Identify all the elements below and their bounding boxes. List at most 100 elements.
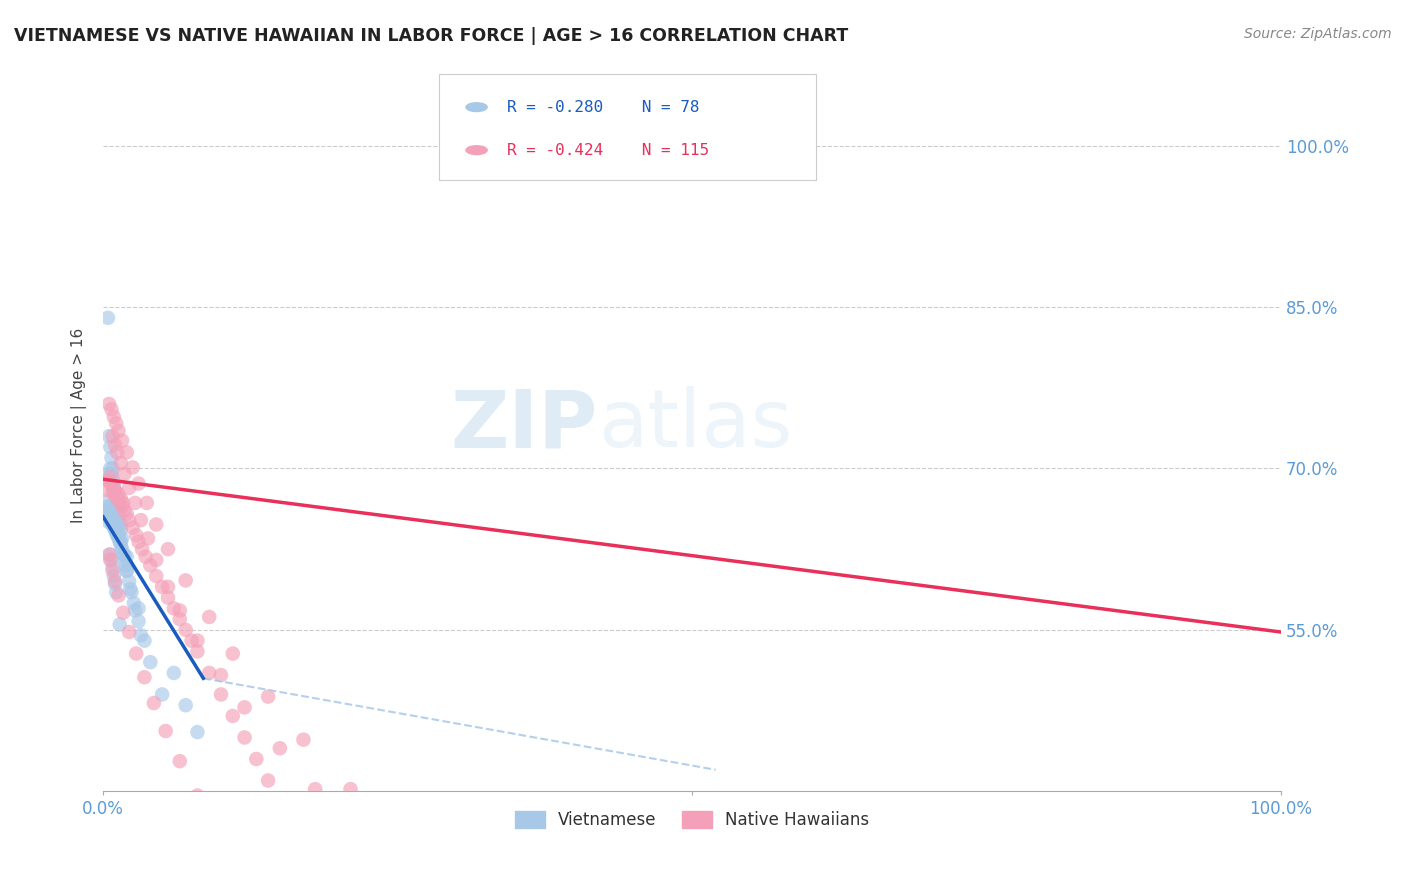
Point	[135, 549, 157, 564]
Point	[134, 670, 156, 684]
Point	[186, 789, 208, 803]
Point	[105, 528, 128, 542]
Point	[209, 668, 232, 682]
Point	[98, 440, 121, 454]
Point	[257, 690, 280, 704]
Point	[105, 526, 128, 541]
Point	[114, 558, 136, 573]
Point	[100, 509, 122, 524]
Point	[156, 591, 179, 605]
Point	[125, 647, 148, 661]
Point	[103, 521, 125, 535]
Point	[107, 526, 129, 541]
Point	[97, 493, 120, 508]
Point	[111, 542, 134, 557]
Point	[108, 516, 131, 530]
Point	[104, 438, 127, 452]
Point	[115, 564, 138, 578]
Point	[128, 476, 150, 491]
Point	[134, 633, 156, 648]
Point	[107, 532, 129, 546]
Point	[98, 499, 121, 513]
Point	[100, 477, 122, 491]
Point	[98, 429, 121, 443]
Point	[101, 429, 124, 443]
Point	[98, 461, 121, 475]
Point	[118, 625, 141, 640]
Ellipse shape	[465, 103, 486, 112]
Point	[121, 521, 143, 535]
Point	[103, 481, 125, 495]
Point	[101, 517, 124, 532]
Point	[280, 814, 302, 829]
Point	[96, 483, 118, 497]
Point	[105, 524, 128, 538]
Point	[103, 477, 125, 491]
Point	[100, 467, 122, 481]
Point	[112, 467, 135, 481]
Point	[98, 516, 121, 530]
Point	[174, 574, 197, 588]
Point	[186, 725, 208, 739]
Point	[115, 549, 138, 564]
Point	[111, 532, 134, 546]
Point	[118, 481, 141, 495]
Point	[105, 521, 128, 535]
Point	[101, 507, 124, 521]
Point	[186, 644, 208, 658]
Point	[105, 417, 128, 431]
Point	[128, 534, 150, 549]
Point	[155, 724, 177, 739]
Point	[118, 513, 141, 527]
Point	[233, 700, 256, 714]
Point	[139, 558, 162, 573]
Point	[97, 472, 120, 486]
Point	[411, 881, 433, 892]
Point	[209, 825, 232, 839]
Point	[222, 647, 245, 661]
Point	[97, 499, 120, 513]
Point	[98, 397, 121, 411]
Text: R = -0.280    N = 78: R = -0.280 N = 78	[508, 100, 700, 115]
Point	[121, 585, 143, 599]
Point	[112, 548, 135, 562]
Point	[174, 623, 197, 637]
Point	[145, 569, 167, 583]
Point	[100, 450, 122, 465]
Point	[257, 773, 280, 788]
Point	[222, 709, 245, 723]
Point	[100, 507, 122, 521]
Point	[145, 517, 167, 532]
Point	[105, 491, 128, 506]
Ellipse shape	[465, 145, 486, 154]
Text: ZIP: ZIP	[450, 386, 598, 465]
FancyBboxPatch shape	[439, 74, 815, 180]
Point	[101, 461, 124, 475]
Point	[304, 782, 326, 797]
Point	[105, 499, 128, 513]
Point	[129, 513, 152, 527]
Point	[97, 310, 120, 325]
Point	[111, 499, 134, 513]
Point	[115, 507, 138, 521]
Point	[129, 628, 152, 642]
Point	[101, 513, 124, 527]
Point	[150, 580, 173, 594]
Point	[105, 485, 128, 500]
Point	[233, 731, 256, 745]
Text: atlas: atlas	[598, 386, 792, 465]
Point	[110, 456, 132, 470]
Point	[304, 854, 326, 868]
Point	[104, 517, 127, 532]
Point	[339, 782, 361, 797]
Point	[112, 548, 135, 562]
Point	[104, 576, 127, 591]
Point	[292, 732, 315, 747]
Point	[131, 542, 153, 557]
Point	[100, 553, 122, 567]
Point	[104, 574, 127, 589]
Point	[110, 539, 132, 553]
Point	[112, 606, 135, 620]
Point	[110, 534, 132, 549]
Point	[104, 488, 127, 502]
